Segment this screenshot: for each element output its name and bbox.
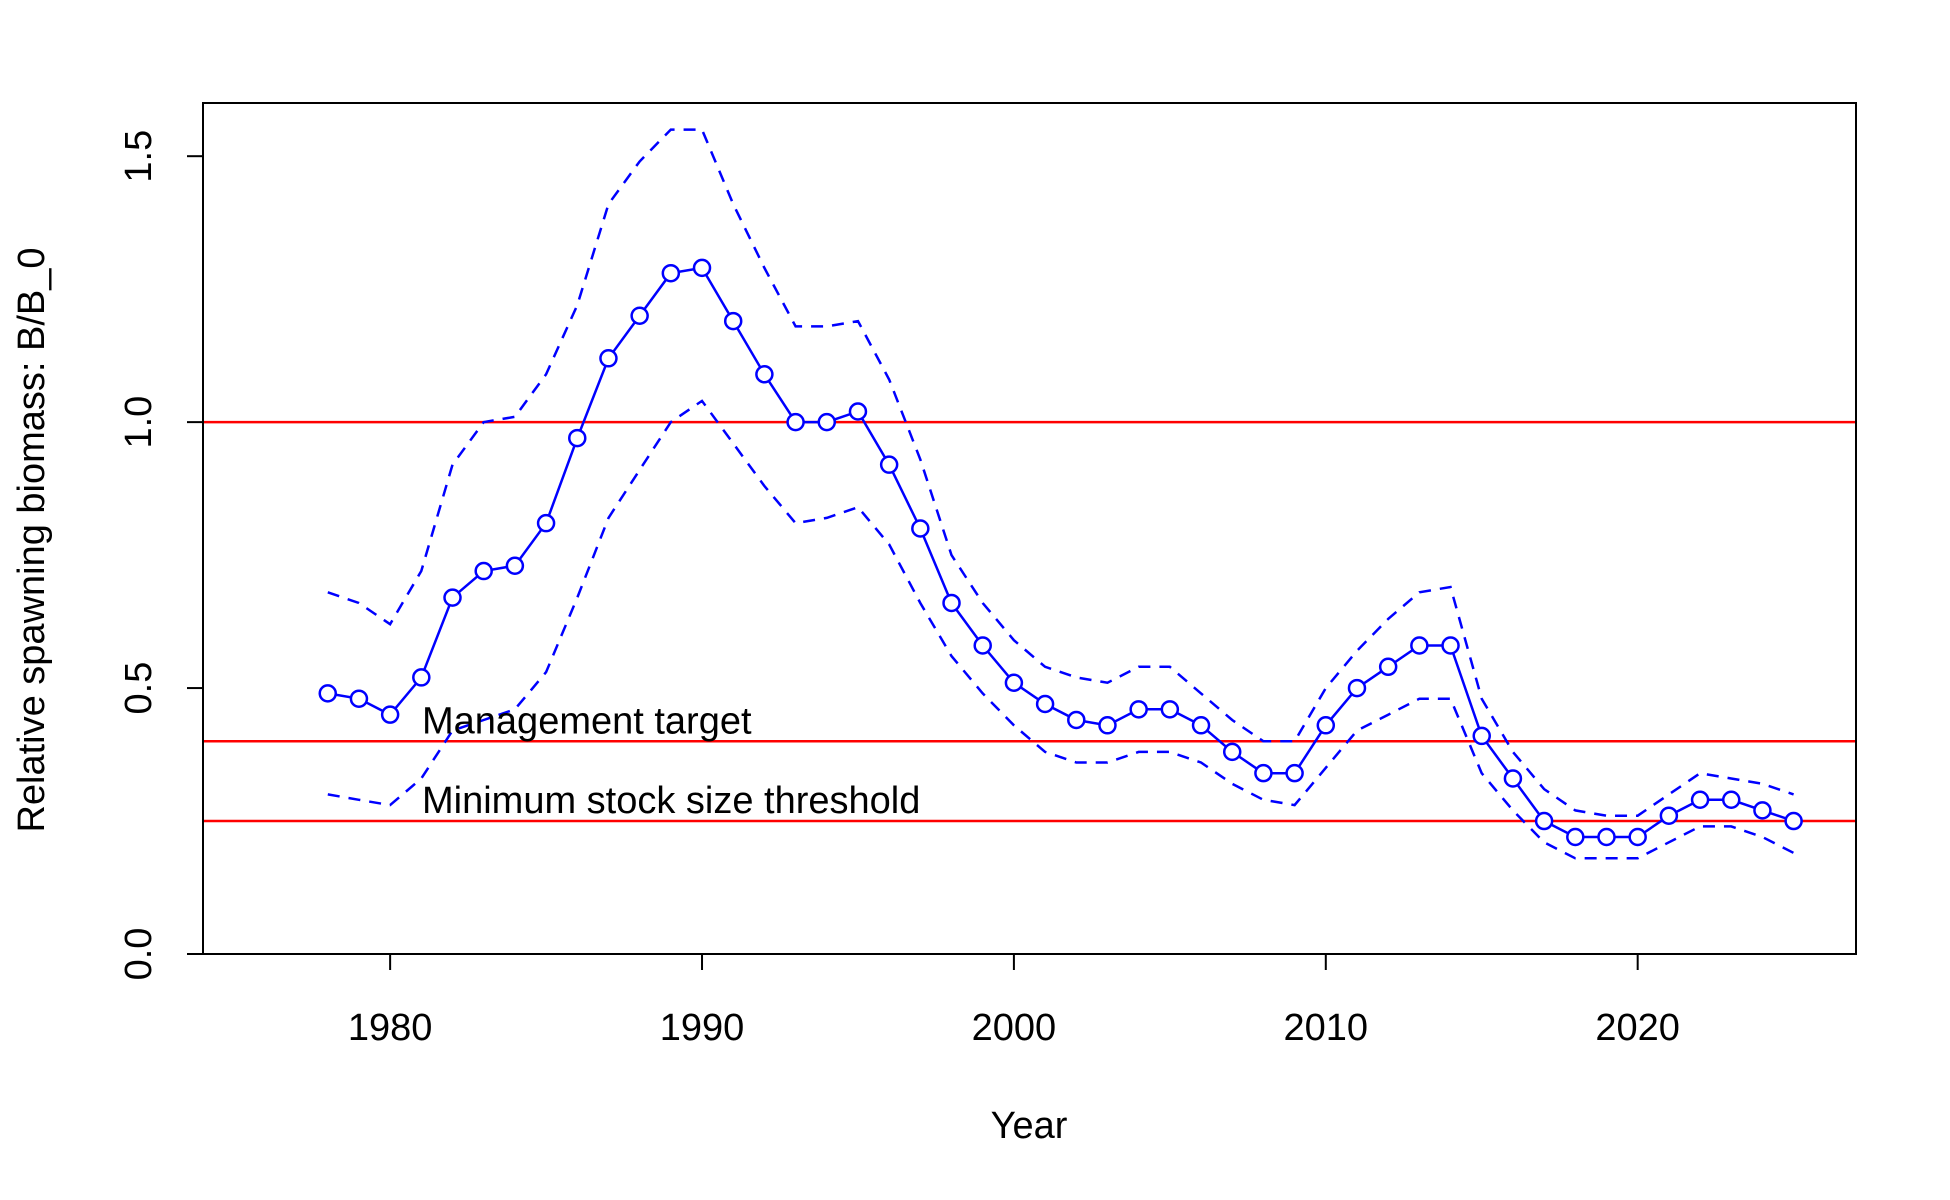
series-estimate-point-1978 [318, 684, 338, 703]
series-estimate-point-2008 [1254, 763, 1273, 783]
series-estimate-point-1984 [505, 556, 525, 575]
series-estimate-point-1983 [474, 561, 493, 581]
series-estimate-point-2016 [1503, 769, 1523, 788]
series-estimate-point-2009 [1285, 763, 1304, 783]
series-estimate-point-2013 [1410, 636, 1429, 655]
series-estimate-point-1981 [412, 668, 431, 687]
series-estimate-point-1994 [817, 412, 837, 432]
annotation-layer: Management target Minimum stock size thre… [422, 700, 920, 822]
series-estimate-point-1988 [630, 306, 649, 325]
series-estimate-point-1999 [973, 636, 992, 655]
series-estimate-point-1992 [755, 365, 774, 384]
series-estimate-point-2024 [1753, 801, 1772, 820]
series-estimate-point-1990 [692, 258, 712, 278]
series-estimate-point-2023 [1721, 790, 1741, 810]
series-upper-bound-line [327, 128, 1795, 817]
series-estimate-point-1987 [599, 349, 618, 368]
series-estimate-point-2014 [1441, 636, 1460, 655]
x-axis-label: Year [991, 1105, 1068, 1147]
series-estimate-point-1998 [942, 593, 961, 613]
y-tick-label-1: 0.5 [118, 662, 160, 715]
series-estimate-point-2010 [1316, 716, 1336, 735]
series-estimate-point-1985 [536, 513, 556, 533]
series-layer [318, 128, 1803, 860]
series-estimate-point-1979 [349, 689, 369, 708]
series-estimate-point-1993 [786, 412, 805, 432]
y-tick-label-2: 1.0 [118, 396, 160, 449]
series-estimate-point-2018 [1566, 827, 1585, 847]
x-tick-label-2010: 2010 [1284, 1007, 1369, 1049]
series-estimate-point-1995 [848, 402, 868, 421]
series-estimate-point-2006 [1191, 716, 1211, 735]
series-estimate-point-1980 [380, 705, 400, 724]
series-estimate-point-2007 [1222, 742, 1242, 762]
series-estimate-point-1991 [723, 311, 743, 331]
series-estimate-point-2025 [1784, 811, 1803, 831]
x-tick-label-2000: 2000 [972, 1007, 1057, 1049]
series-estimate-point-1989 [661, 263, 681, 283]
series-estimate-point-1982 [443, 588, 462, 607]
series-estimate-point-2015 [1472, 726, 1491, 746]
axes-layer: 1980 1990 2000 2010 2020 0.0 0.5 1.0 1.5 [118, 130, 1680, 1049]
series-estimate-point-2019 [1597, 827, 1616, 847]
x-tick-label-1980: 1980 [348, 1007, 433, 1049]
series-estimate-point-2000 [1004, 673, 1024, 692]
y-tick-label-0: 0.0 [118, 928, 160, 981]
series-estimate-point-2001 [1035, 694, 1055, 714]
series-estimate-point-2021 [1659, 806, 1679, 825]
series-estimate-point-2002 [1067, 710, 1086, 730]
y-tick-label-3: 1.5 [118, 130, 160, 183]
series-estimate-point-2012 [1378, 657, 1398, 677]
series-estimate-point-2020 [1628, 827, 1647, 847]
series-estimate-point-1997 [911, 519, 930, 538]
series-estimate-point-2011 [1347, 678, 1367, 698]
series-estimate-point-2005 [1160, 700, 1180, 719]
series-estimate-point-1986 [568, 428, 587, 448]
series-lower-bound-line [327, 399, 1795, 860]
x-tick-label-2020: 2020 [1595, 1007, 1680, 1049]
reference-lines [203, 420, 1856, 823]
series-estimate-point-2004 [1129, 700, 1148, 719]
series-estimate-point-2022 [1690, 790, 1710, 810]
reference-label-1: Management target [422, 700, 752, 742]
y-axis-label: Relative spawning biomass: B/B_0 [11, 247, 53, 832]
series-estimate-point-2003 [1098, 716, 1117, 735]
x-tick-label-1990: 1990 [660, 1007, 745, 1049]
series-estimate-point-1996 [879, 455, 899, 474]
reference-label-2: Minimum stock size threshold [422, 780, 920, 822]
series-estimate-point-2017 [1534, 811, 1554, 831]
